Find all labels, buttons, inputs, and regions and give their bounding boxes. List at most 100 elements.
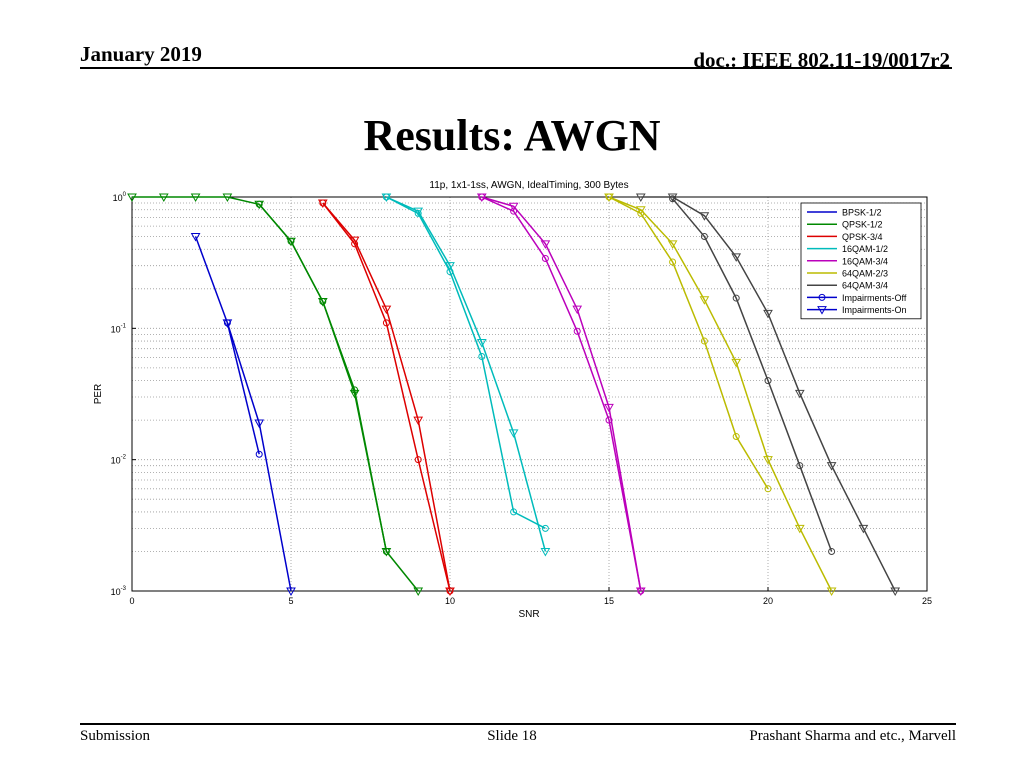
data-point [667, 193, 678, 203]
data-point [254, 200, 265, 210]
legend-label: BPSK-1/2 [842, 208, 882, 218]
x-tick-label: 20 [763, 596, 773, 606]
data-point [255, 450, 263, 458]
legend-item: Impairments-On [807, 305, 907, 315]
data-point [669, 258, 677, 266]
data-point [635, 206, 646, 215]
series-line [322, 202, 451, 592]
data-point [604, 403, 614, 413]
data-point [317, 199, 328, 209]
y-tick-label: 100 [113, 192, 127, 203]
series-16qam-3-4-off [478, 193, 645, 595]
data-point [635, 193, 646, 203]
series-line [258, 203, 388, 552]
data-point [605, 416, 613, 424]
data-point [667, 240, 678, 249]
data-point [541, 255, 549, 263]
data-point [700, 233, 708, 241]
data-point [414, 456, 422, 464]
data-point [508, 202, 519, 212]
data-point [699, 212, 710, 221]
data-point [541, 524, 549, 532]
footer-rule [80, 723, 956, 725]
data-point [828, 547, 836, 555]
chart-legend: BPSK-1/2 QPSK-1/2 QPSK-3/4 16QAM-1/2 16QAM-3… [800, 202, 922, 320]
x-axis: 0 5 10 15 20 25 [129, 587, 932, 606]
data-point [381, 193, 392, 203]
data-point [764, 485, 772, 493]
x-tick-label: 5 [288, 596, 293, 606]
series-64qam-3-4-on [635, 193, 901, 597]
data-point [382, 319, 390, 327]
series-bpsk-1-2-off [223, 319, 263, 458]
data-point [572, 305, 583, 315]
data-point [222, 319, 233, 328]
data-point [317, 298, 328, 307]
data-point [732, 433, 740, 441]
data-point [190, 233, 201, 242]
x-tick-label: 10 [445, 596, 455, 606]
data-point [381, 547, 392, 557]
series-qpsk-3-4-on [317, 199, 455, 597]
data-point [635, 587, 646, 597]
data-point [700, 337, 708, 345]
legend-label: Impairments-Off [842, 293, 907, 303]
data-point [349, 236, 360, 246]
legend-item: 16QAM-1/2 [807, 244, 888, 254]
series-line [322, 202, 451, 592]
footer-submission: Submission [80, 728, 151, 744]
data-point [732, 294, 740, 302]
data-point [286, 237, 296, 247]
data-point [413, 587, 424, 597]
data-point [890, 587, 901, 597]
data-point [763, 309, 773, 319]
data-point [794, 389, 805, 399]
data-point [826, 462, 837, 471]
legend-label: QPSK-1/2 [842, 220, 883, 230]
y-tick-label: 10-2 [111, 455, 127, 466]
data-point [826, 587, 837, 597]
data-point [254, 419, 265, 429]
y-axis: 100 10-1 10-2 10-3 [111, 192, 136, 597]
data-point [476, 193, 487, 203]
series-line [481, 196, 642, 592]
series-64qam-2-3-off [605, 193, 772, 493]
y-tick-label: 10-1 [111, 323, 127, 334]
series-64qam-2-3-on [604, 193, 837, 597]
legend-item: 64QAM-3/4 [807, 281, 888, 291]
data-point [476, 339, 487, 348]
data-point [604, 193, 614, 203]
legend-label: QPSK-3/4 [842, 232, 883, 242]
series-qpsk-1-2-on [127, 193, 424, 597]
series-bpsk-1-2-on [190, 233, 296, 597]
series-line [386, 196, 547, 552]
series-line [608, 196, 833, 592]
data-point [510, 508, 518, 516]
legend-label: 16QAM-1/2 [842, 244, 888, 254]
series-qpsk-1-2-off [255, 200, 390, 555]
series-16qam-3-4-on [476, 193, 646, 597]
legend-marker [817, 306, 827, 315]
data-point [858, 524, 869, 534]
data-point [699, 296, 710, 305]
legend-item: QPSK-1/2 [807, 220, 883, 230]
y-axis-label: PER [93, 384, 104, 405]
series-line [386, 196, 546, 529]
y-tick-label: 10-3 [111, 586, 127, 597]
data-point [540, 547, 551, 557]
legend-label: 64QAM-3/4 [842, 281, 888, 291]
data-point [478, 353, 486, 361]
data-point [413, 207, 424, 217]
series-line [132, 196, 419, 592]
x-axis-label: SNR [518, 609, 539, 620]
data-point [349, 389, 360, 399]
data-point [508, 429, 519, 438]
legend-item: BPSK-1/2 [807, 208, 882, 218]
plot-area-frame [131, 196, 928, 592]
series-line [608, 196, 769, 490]
data-point [763, 456, 773, 465]
series-16qam-1-2-on [381, 193, 551, 557]
legend-label: 64QAM-2/3 [842, 269, 888, 279]
data-point [796, 462, 804, 470]
